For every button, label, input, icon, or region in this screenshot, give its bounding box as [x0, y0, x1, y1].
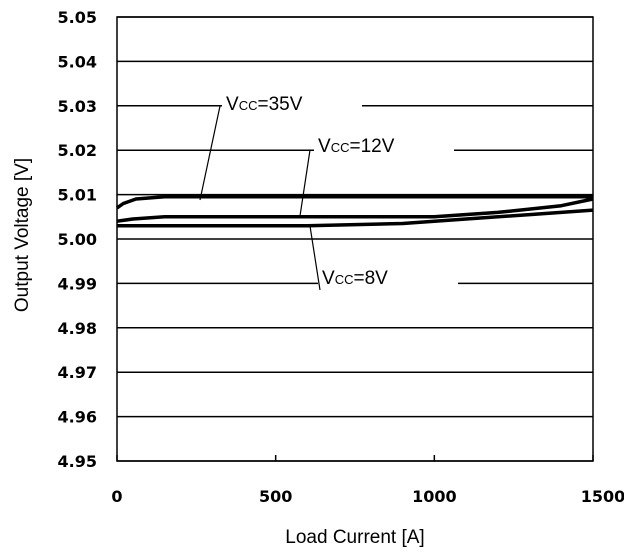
x-tick-label: 500: [259, 487, 292, 506]
y-tick-label: 5.01: [58, 186, 97, 205]
y-tick-label: 4.95: [58, 452, 97, 471]
annotation-mask: [318, 266, 458, 292]
leader-line: [199, 105, 221, 201]
annotation-sub: CC: [335, 272, 354, 287]
y-tick-label: 4.98: [58, 319, 97, 338]
y-tick-labels: 5.05 5.04 5.03 5.02 5.01 5.00 4.99 4.98 4.97 4.96…: [58, 8, 97, 471]
series-line: [116, 197, 594, 223]
y-tick-label: 5.04: [58, 52, 97, 71]
series-line: [115, 195, 593, 210]
annotation-label: VCC=35V: [226, 94, 303, 115]
annotation-rest: =8V: [353, 268, 388, 289]
y-tick-label: 4.97: [58, 363, 97, 382]
annotation-sub: CC: [239, 98, 258, 113]
y-tick-label: 5.03: [58, 97, 97, 116]
y-axis-title: Output Voltage [V]: [12, 158, 33, 312]
annotation-rest: =12V: [349, 136, 394, 157]
series-layer: [115, 195, 594, 228]
x-tick-label: 1000: [412, 487, 457, 506]
y-tick-label: 5.05: [58, 8, 97, 27]
grid: [117, 16, 593, 462]
series-annotation: VCC=8V: [309, 225, 458, 292]
annotation-sub: CC: [331, 140, 350, 155]
annotation-mask: [222, 92, 362, 118]
annotation-main: V: [318, 136, 331, 157]
y-tick-label: 4.99: [58, 274, 97, 293]
annotation-rest: =35V: [257, 94, 302, 115]
x-tick-labels: 0 500 1000 1500: [111, 455, 624, 506]
y-tick-label: 5.02: [58, 141, 97, 160]
plot-frame: [116, 16, 594, 462]
y-tick-label: 5.00: [58, 230, 97, 249]
x-axis-title: Load Current [A]: [285, 527, 424, 548]
series-annotation: VCC=35V: [199, 92, 362, 201]
series-annotation: VCC=12V: [299, 134, 454, 217]
annotation-label: VCC=12V: [318, 136, 395, 157]
leader-line: [309, 225, 321, 291]
annotation-mask: [314, 134, 454, 160]
leader-line: [299, 149, 311, 217]
y-tick-label: 4.96: [58, 408, 97, 427]
x-tick-label: 0: [111, 487, 122, 506]
series-line: [117, 208, 594, 228]
annotation-main: V: [322, 268, 335, 289]
annotation-label: VCC=8V: [322, 268, 388, 289]
annotation-main: V: [226, 94, 239, 115]
x-tick-label: 1500: [581, 487, 624, 506]
